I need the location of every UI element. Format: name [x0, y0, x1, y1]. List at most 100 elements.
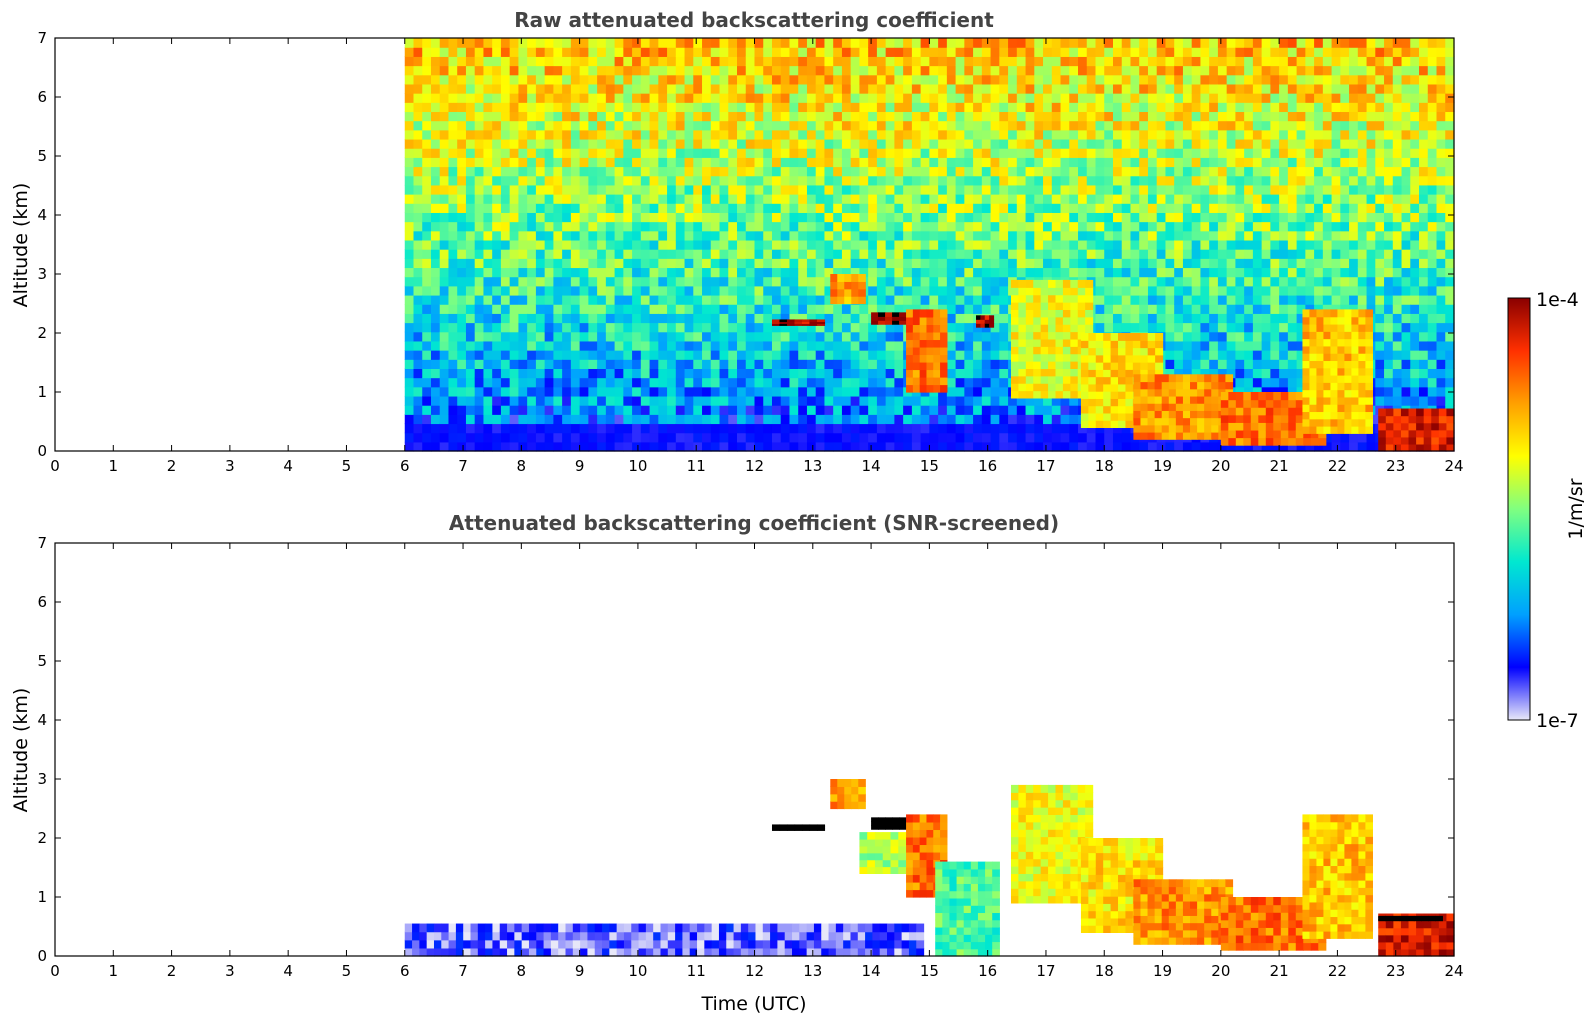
noise-cell	[710, 395, 721, 406]
noise-cell	[894, 129, 904, 140]
noise-cell	[999, 441, 1009, 452]
noise-cell	[763, 65, 773, 76]
noise-cell	[1121, 175, 1132, 186]
noise-cell	[1121, 138, 1132, 149]
noise-cell	[422, 230, 432, 241]
noise-cell	[754, 340, 764, 351]
noise-cell	[1235, 74, 1245, 85]
noise-cell	[1165, 83, 1175, 94]
noise-cell	[614, 203, 624, 213]
noise-cell	[745, 285, 756, 296]
noise-cell	[1261, 377, 1271, 388]
noise-cell	[1043, 239, 1053, 250]
noise-cell	[509, 267, 520, 278]
noise-cell	[509, 405, 520, 415]
noise-cell	[1252, 212, 1263, 223]
noise-cell	[1261, 148, 1271, 158]
noise-cell	[1314, 102, 1324, 113]
noise-cell	[465, 194, 476, 204]
noise-cell	[1217, 350, 1228, 360]
noise-cell	[1217, 148, 1228, 158]
noise-cell	[1314, 166, 1324, 177]
noise-cell	[1025, 157, 1035, 168]
noise-cell	[1130, 157, 1140, 168]
noise-cell	[579, 212, 589, 223]
noise-cell	[1252, 267, 1263, 278]
noise-cell	[562, 350, 572, 360]
noise-cell	[763, 102, 773, 113]
noise-cell	[614, 138, 624, 149]
noise-cell	[1331, 65, 1341, 76]
noise-cell	[474, 203, 485, 213]
noise-cell	[815, 276, 826, 287]
noise-cell	[1287, 194, 1298, 204]
noise-cell	[614, 184, 624, 195]
noise-cell	[632, 331, 642, 342]
noise-cell	[518, 368, 528, 379]
noise-cell	[1296, 350, 1306, 360]
noise-cell	[1287, 322, 1298, 333]
noise-cell	[1086, 56, 1097, 67]
noise-cell	[719, 138, 729, 149]
noise-cell	[789, 423, 799, 434]
noise-cell	[527, 441, 537, 452]
noise-cell	[465, 304, 476, 314]
noise-cell	[430, 93, 441, 103]
noise-cell	[413, 350, 423, 360]
noise-cell	[404, 414, 415, 425]
noise-cell	[1270, 267, 1280, 278]
noise-cell	[1069, 129, 1079, 140]
noise-cell	[1314, 249, 1324, 259]
noise-cell	[789, 148, 799, 158]
noise-cell	[544, 304, 554, 314]
noise-cell	[1349, 38, 1359, 48]
noise-cell	[780, 111, 791, 122]
noise-cell	[605, 249, 616, 259]
noise-cell	[1314, 285, 1324, 296]
noise-cell	[1366, 93, 1376, 103]
noise-cell	[483, 38, 493, 48]
noise-cell	[1252, 386, 1263, 397]
noise-cell	[667, 221, 677, 232]
noise-cell	[938, 230, 948, 241]
noise-cell	[640, 423, 651, 434]
noise-cell	[649, 239, 659, 250]
noise-cell	[588, 313, 598, 324]
noise-cell	[562, 331, 572, 342]
noise-cell	[946, 175, 957, 186]
noise-cell	[1034, 239, 1044, 250]
noise-cell	[1191, 111, 1202, 122]
noise-cell	[973, 138, 983, 149]
noise-cell	[465, 120, 476, 131]
noise-cell	[728, 377, 738, 388]
noise-cell	[693, 423, 703, 434]
noise-cell	[457, 120, 467, 131]
noise-cell	[1357, 285, 1368, 296]
noise-cell	[422, 56, 432, 67]
noise-cell	[745, 221, 756, 232]
noise-cell	[1287, 138, 1298, 149]
noise-cell	[789, 267, 799, 278]
noise-cell	[667, 313, 677, 324]
noise-cell	[597, 120, 607, 131]
noise-cell	[850, 304, 861, 314]
noise-cell	[702, 102, 712, 113]
noise-cell	[553, 175, 563, 186]
noise-cell	[1121, 276, 1132, 287]
noise-cell	[492, 423, 502, 434]
noise-cell	[1322, 74, 1333, 85]
noise-cell	[1078, 74, 1088, 85]
noise-cell	[737, 423, 747, 434]
noise-cell	[885, 194, 895, 204]
noise-cell	[439, 74, 450, 85]
noise-cell	[579, 267, 589, 278]
noise-cell	[737, 157, 747, 168]
noise-cell	[789, 377, 799, 388]
noise-cell	[1287, 74, 1298, 85]
noise-cell	[492, 230, 502, 241]
noise-cell	[885, 212, 895, 223]
noise-cell	[1112, 111, 1123, 122]
noise-cell	[946, 249, 957, 259]
noise-cell	[955, 111, 965, 122]
noise-cell	[483, 368, 493, 379]
